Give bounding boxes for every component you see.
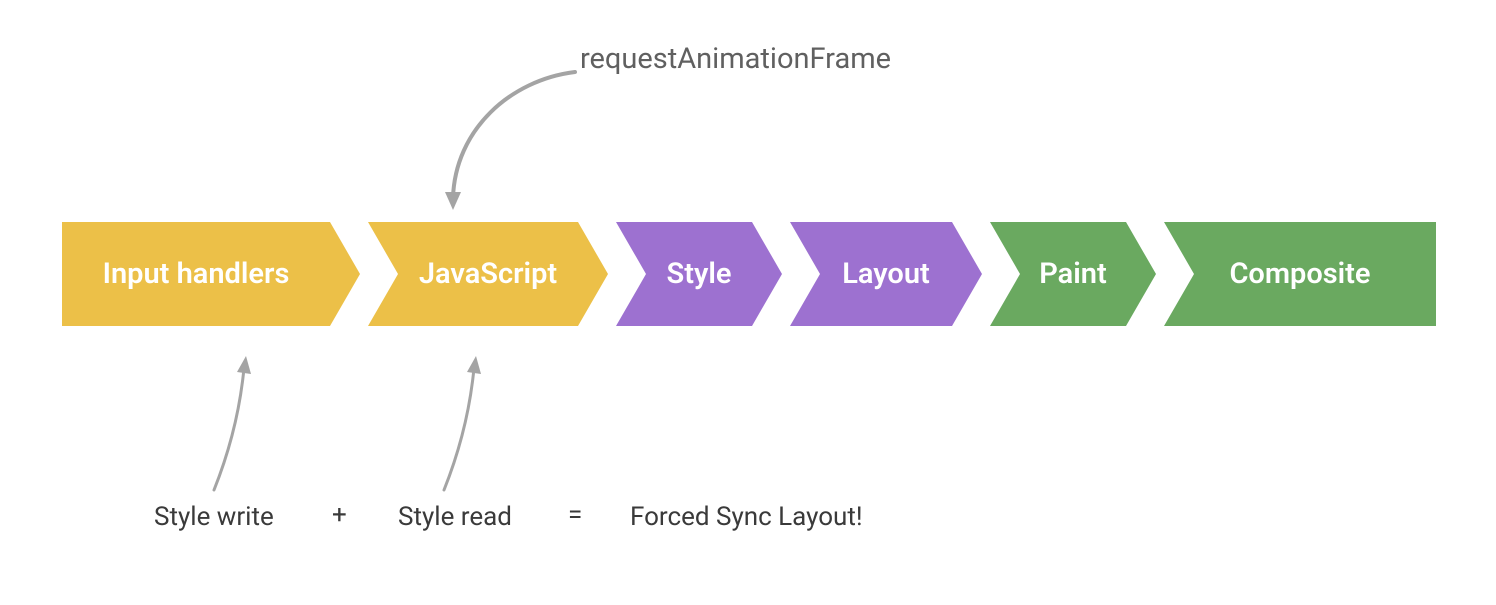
forced-sync-label: Forced Sync Layout! (630, 502, 863, 532)
stage-label: Layout (820, 222, 952, 326)
stage-label: JavaScript (398, 222, 578, 326)
style-write-arrow (200, 350, 280, 495)
stage-javascript: JavaScript (368, 222, 608, 326)
stage-label: Style (646, 222, 752, 326)
style-read-arrow (430, 350, 510, 495)
style-write-label: Style write (154, 502, 274, 532)
style-read-label: Style read (398, 502, 512, 532)
equals-label: = (568, 500, 582, 530)
raf-arrow (435, 50, 595, 210)
diagram-canvas: { "type": "flowchart", "background_color… (0, 0, 1496, 605)
stage-label: Input handlers (62, 222, 330, 326)
plus-label: + (332, 500, 347, 530)
raf-label: requestAnimationFrame (580, 42, 891, 76)
stage-label: Composite (1194, 222, 1406, 326)
stage-input-handlers: Input handlers (62, 222, 360, 326)
stage-paint: Paint (990, 222, 1156, 326)
stage-composite: Composite (1164, 222, 1436, 326)
stage-label: Paint (1020, 222, 1126, 326)
stage-layout: Layout (790, 222, 982, 326)
stage-style: Style (616, 222, 782, 326)
